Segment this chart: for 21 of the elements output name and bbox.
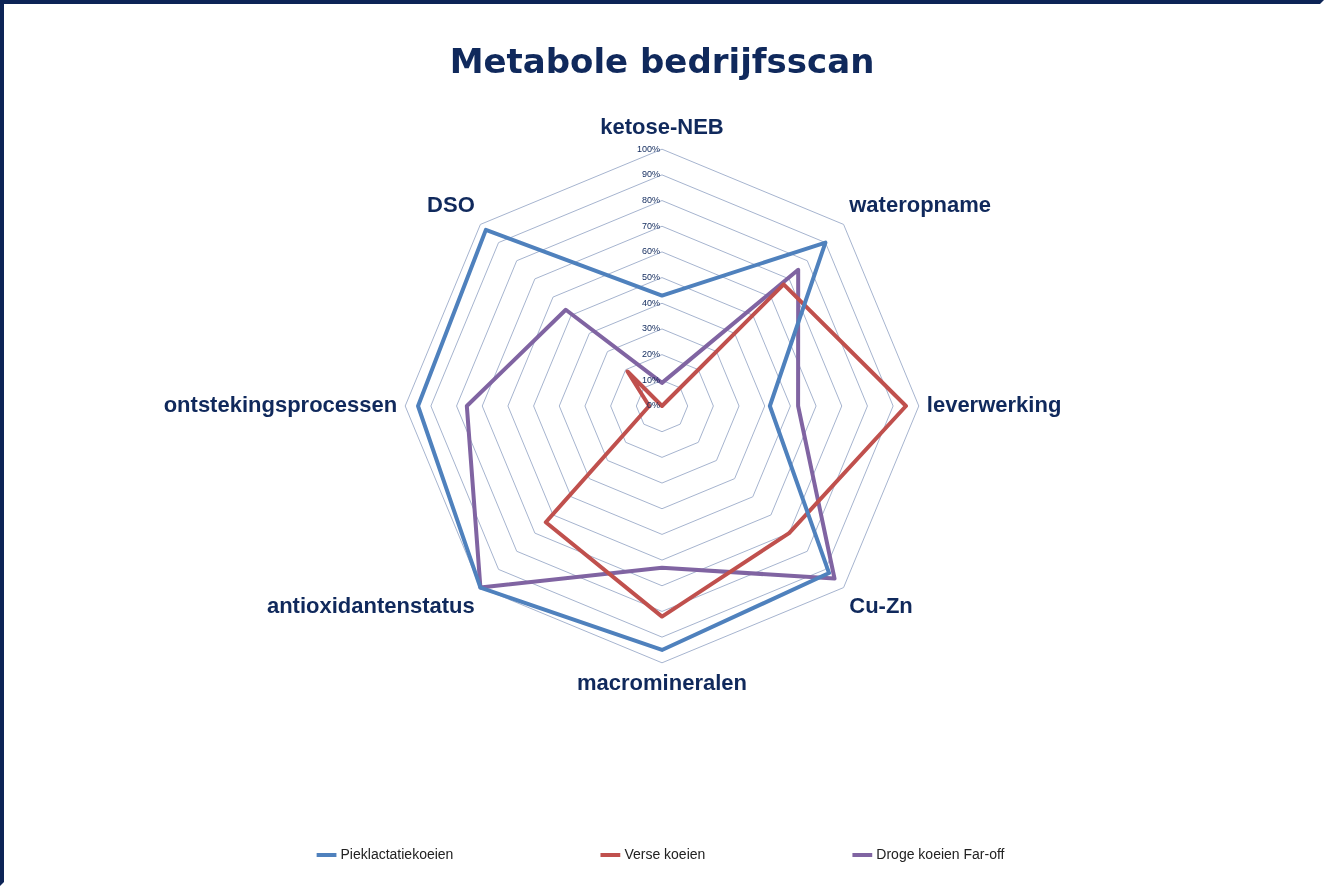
spoke-label: ketose-NEB xyxy=(600,114,724,140)
y-tick-label: 20% xyxy=(641,349,660,360)
chart-title: Metabole bedrijfsscan xyxy=(449,41,875,82)
y-tick-label: 100% xyxy=(636,143,660,154)
y-tick-label: 80% xyxy=(641,195,660,206)
spoke-label: ontstekingsprocessen xyxy=(163,392,398,418)
y-tick-label: 30% xyxy=(641,323,660,334)
spoke-label: leverwerking xyxy=(926,392,1062,418)
spoke-label: DSO xyxy=(427,191,475,217)
spoke-label: macromineralen xyxy=(577,670,747,696)
spoke-label: Cu-Zn xyxy=(849,592,913,618)
spoke-label: wateropname xyxy=(848,191,992,217)
legend-label: Verse koeien xyxy=(624,845,706,862)
y-tick-label: 60% xyxy=(641,246,660,257)
legend-label: Droge koeien Far-off xyxy=(876,845,1005,862)
legend-label: Pieklactatiekoeien xyxy=(340,845,454,862)
y-tick-label: 40% xyxy=(641,297,660,308)
y-tick-label: 90% xyxy=(641,169,660,180)
y-tick-label: 70% xyxy=(641,220,660,231)
y-tick-label: 50% xyxy=(641,272,660,283)
spoke-label: antioxidantenstatus xyxy=(266,592,475,618)
